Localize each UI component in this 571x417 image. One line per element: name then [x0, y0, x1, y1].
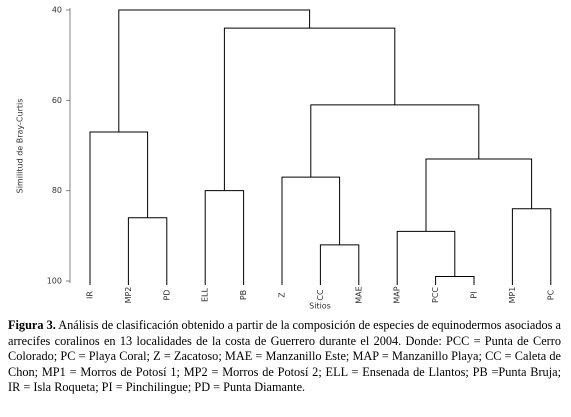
merge-link: [281, 176, 341, 285]
leaf-label: PD: [162, 290, 171, 301]
leaf-label: CC: [316, 289, 325, 301]
caption-label: Figura 3.: [8, 318, 56, 332]
leaf-label: PB: [239, 290, 248, 300]
y-tick-label: 40: [52, 6, 62, 15]
leaf-label: MP1: [508, 287, 517, 304]
caption-text: Análisis de clasificación obtenido a par…: [8, 318, 561, 394]
merge-link: [425, 158, 533, 232]
merge-link: [118, 9, 311, 132]
merge-link: [310, 104, 480, 178]
leaf-label: ELL: [201, 287, 210, 302]
leaf-label: IR: [86, 291, 95, 299]
leaf-label: MP2: [124, 287, 133, 304]
x-axis-label: Sitios: [309, 302, 331, 311]
chart: Similitud de Bray-Curtis Sitios 40 60 80 10…: [16, 6, 556, 311]
caption: Figura 3. Análisis de clasificación obte…: [8, 318, 561, 396]
merge-link: [396, 230, 456, 285]
leaf-label: MAE: [354, 286, 363, 303]
merge-link: [319, 244, 360, 285]
leaf-label: PI: [470, 291, 479, 298]
y-tick-label: 100: [47, 277, 62, 286]
leaf-label: PCC: [431, 287, 440, 303]
merge-link: [511, 208, 552, 285]
leaf-label: MAP: [393, 286, 402, 303]
merge-link: [89, 131, 149, 285]
leaf-label: PC: [546, 289, 555, 300]
y-axis-label: Similitud de Bray-Curtis: [16, 99, 25, 194]
merge-link: [127, 217, 168, 285]
merge-link: [204, 190, 245, 285]
leaf-label: Z: [278, 292, 287, 298]
merge-link: [223, 27, 396, 191]
merge-link: [435, 275, 475, 285]
y-tick-label: 80: [52, 186, 62, 195]
y-tick-label: 60: [52, 96, 62, 105]
